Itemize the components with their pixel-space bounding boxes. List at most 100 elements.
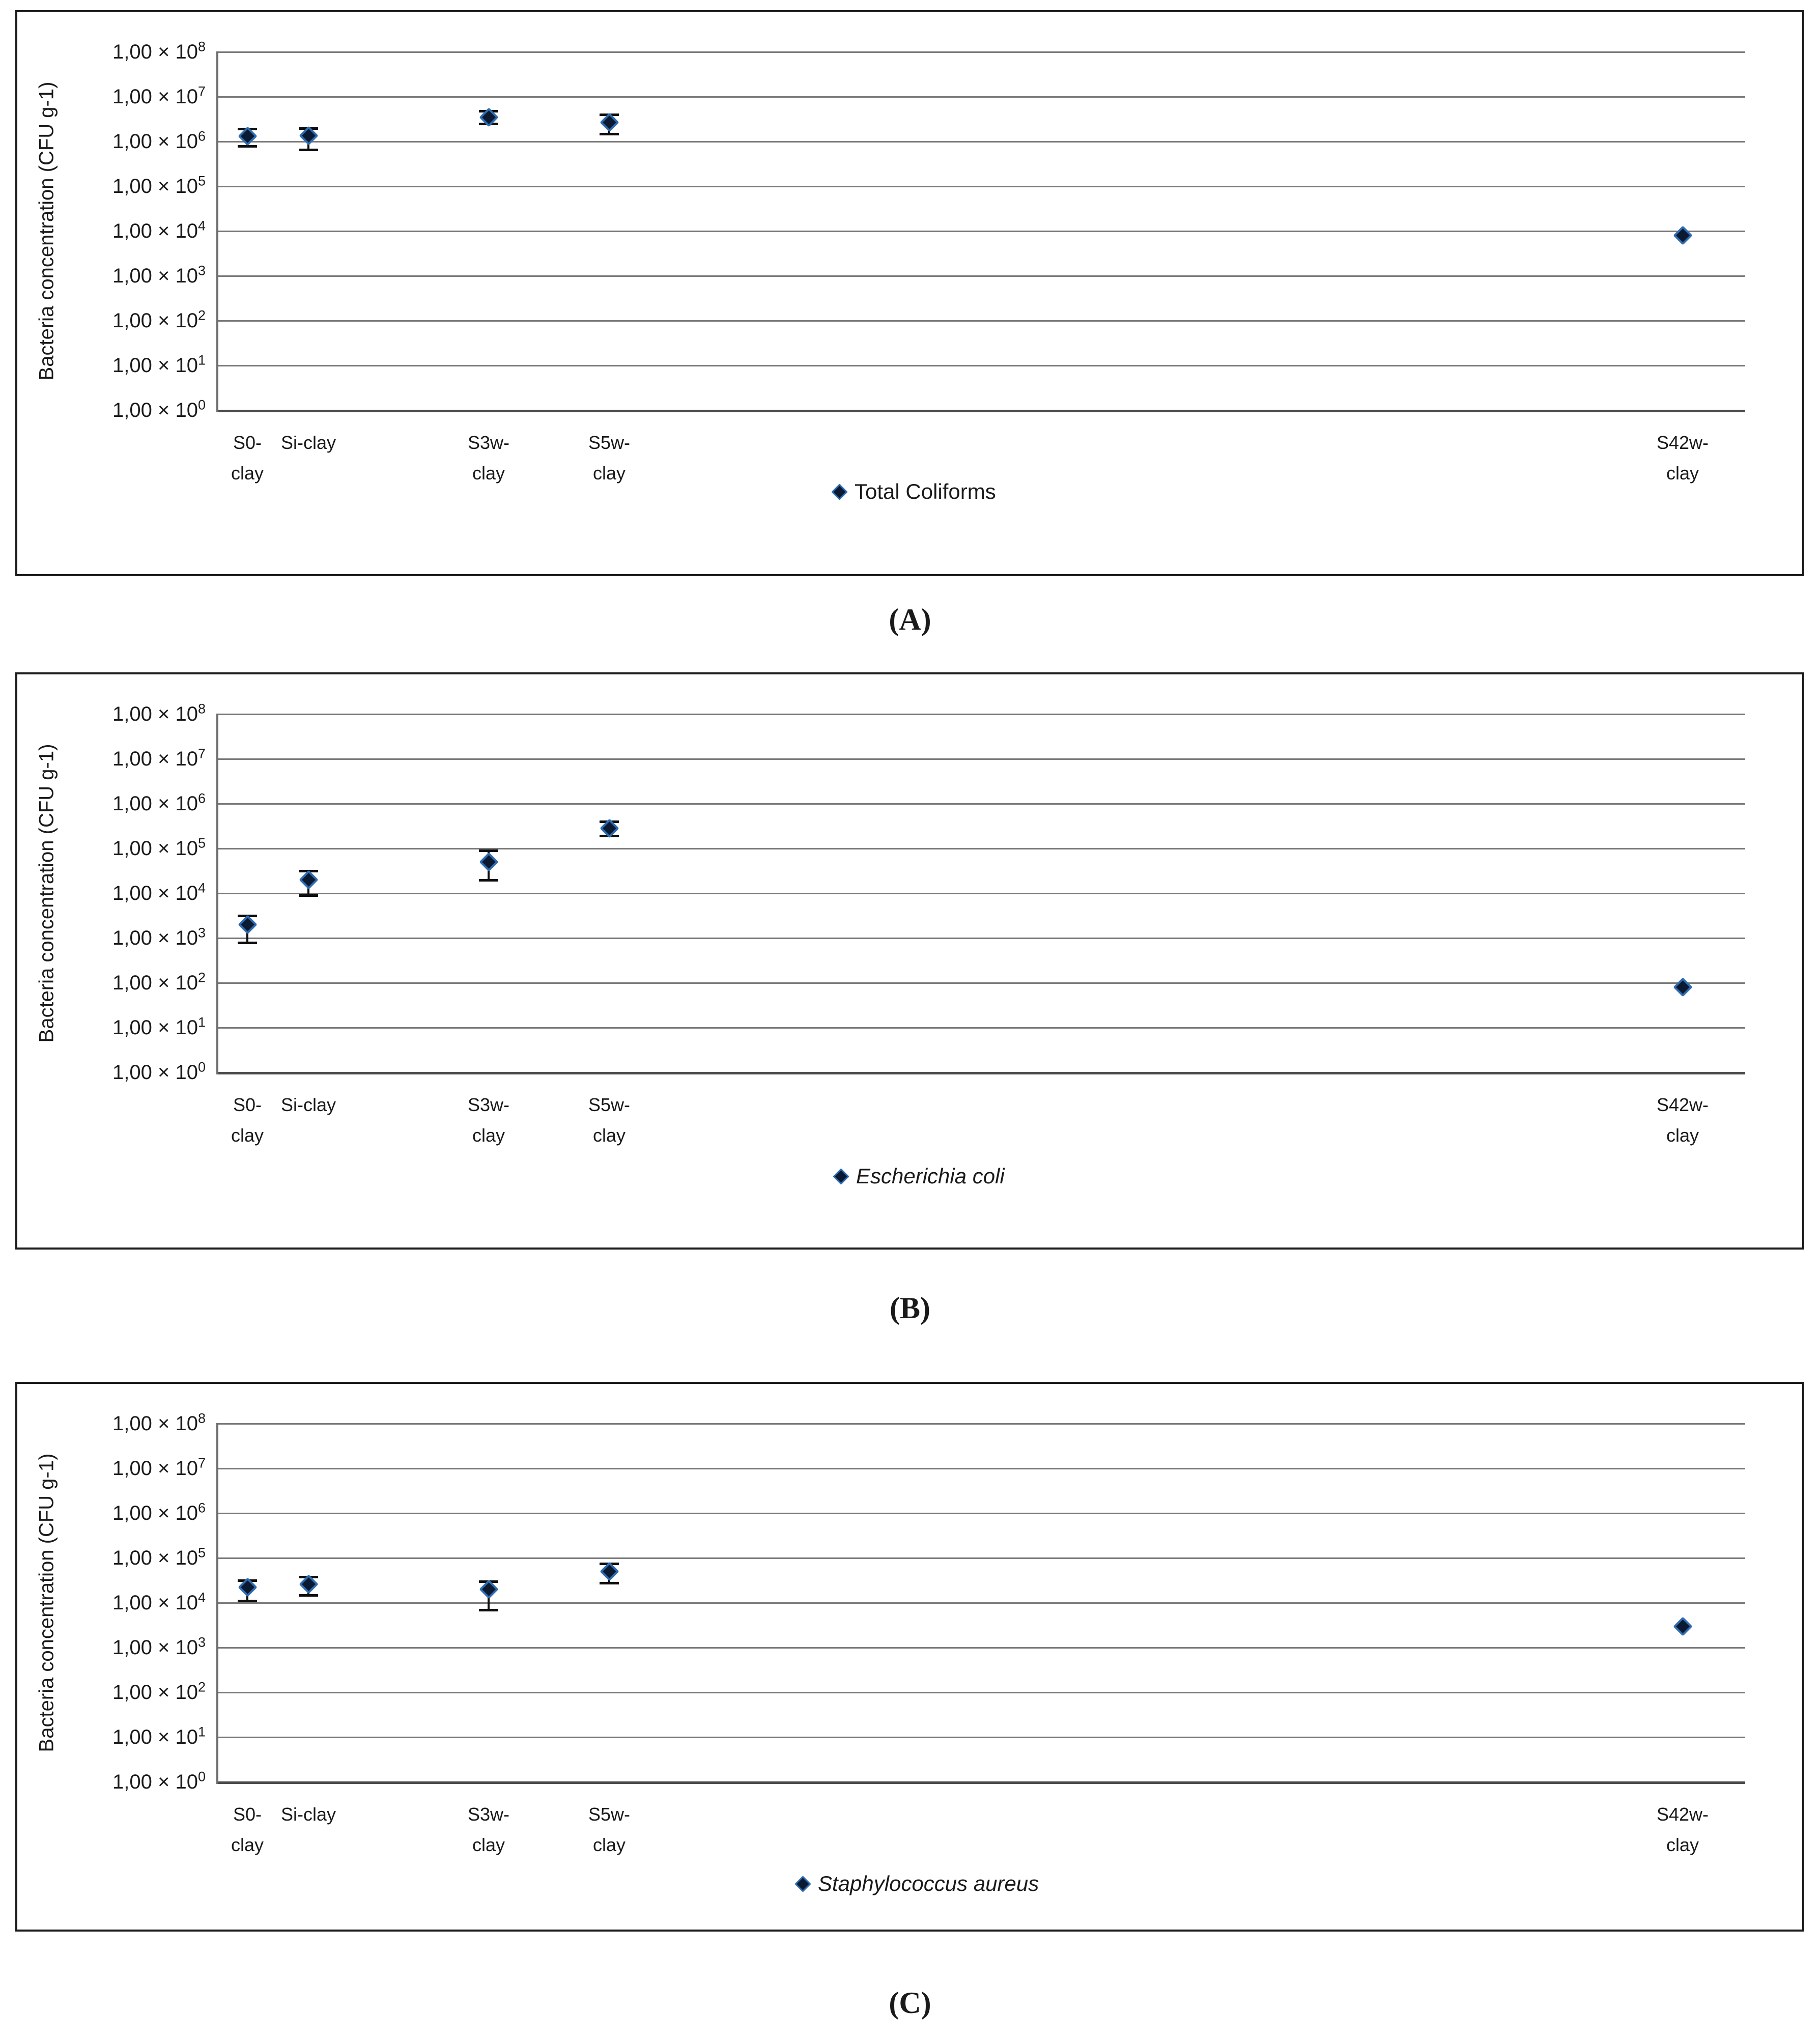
gridline-1e4 [218,1602,1745,1604]
plot-area [216,1423,1745,1784]
gridline-1e1 [218,1737,1745,1738]
y-tick-1e4: 1,00 × 104 [27,1591,206,1615]
gridline-1e7 [218,96,1745,98]
y-tick-exponent: 7 [197,1455,206,1471]
y-tick-mantissa: 1,00 × 10 [112,175,198,197]
y-tick-1e3: 1,00 × 103 [27,1635,206,1660]
error-bar-cap-bottom [600,1581,619,1584]
y-tick-exponent: 5 [197,1545,206,1561]
y-tick-mantissa: 1,00 × 10 [112,1726,198,1748]
x-tick-S3w-clay-line2: clay [472,463,505,484]
y-axis-line [216,1423,218,1784]
x-tick-S0-clay-line1: S0- [233,1094,262,1115]
y-tick-mantissa: 1,00 × 10 [112,1636,198,1659]
legend: Total Coliforms [831,479,996,504]
y-tick-mantissa: 1,00 × 10 [112,1681,198,1704]
y-tick-1e7: 1,00 × 107 [27,84,206,109]
y-tick-1e0: 1,00 × 100 [27,1060,206,1085]
y-tick-1e2: 1,00 × 102 [27,308,206,333]
gridline-1e4 [218,231,1745,232]
gridline-1e0 [218,1072,1745,1074]
gridline-1e1 [218,1027,1745,1029]
y-tick-1e8: 1,00 × 108 [27,1411,206,1436]
y-tick-exponent: 2 [197,307,206,323]
x-tick-S0-clay-line2: clay [231,463,264,484]
x-tick-S42w-clay-line1: S42w- [1656,432,1709,453]
y-tick-mantissa: 1,00 × 10 [112,882,198,904]
x-tick-S5w-clay-line2: clay [592,1125,626,1146]
error-bar-cap-bottom [238,145,257,148]
gridline-1e3 [218,1647,1745,1649]
chart-panel-B: Bacteria concentration (CFU g-1) 1,00 × 1… [15,672,1804,1250]
gridline-1e6 [218,141,1745,143]
y-tick-mantissa: 1,00 × 10 [112,1061,198,1084]
y-tick-exponent: 3 [197,263,206,278]
chart-panel-C: Bacteria concentration (CFU g-1) 1,00 × 1… [15,1382,1804,1932]
y-tick-exponent: 3 [197,1634,206,1650]
data-point-S42w-clay [1672,1616,1693,1636]
legend-diamond-icon [831,483,848,500]
x-tick-Si-clay-line1: Si-clay [280,432,336,453]
y-tick-mantissa: 1,00 × 10 [112,972,198,994]
y-tick-exponent: 6 [197,128,206,144]
gridline-1e7 [218,758,1745,760]
y-tick-1e2: 1,00 × 102 [27,1680,206,1705]
y-tick-1e0: 1,00 × 100 [27,398,206,422]
y-tick-1e6: 1,00 × 106 [27,1501,206,1525]
y-tick-1e6: 1,00 × 106 [27,129,206,154]
y-tick-mantissa: 1,00 × 10 [112,703,198,725]
y-tick-exponent: 6 [197,1500,206,1516]
y-tick-1e8: 1,00 × 108 [27,702,206,726]
error-bar-cap-top [479,849,498,853]
x-tick-S42w-clay-line1: S42w- [1656,1804,1709,1825]
y-tick-1e7: 1,00 × 107 [27,1456,206,1481]
error-bar-cap-bottom [299,149,318,152]
y-tick-exponent: 6 [197,790,206,806]
gridline-1e6 [218,803,1745,805]
y-tick-mantissa: 1,00 × 10 [112,265,198,287]
y-tick-1e5: 1,00 × 105 [27,836,206,861]
x-tick-S5w-clay-line1: S5w- [588,432,631,453]
y-tick-exponent: 3 [197,925,206,941]
x-tick-S5w-clay-line1: S5w- [588,1094,631,1115]
gridline-1e8 [218,1423,1745,1425]
y-tick-1e7: 1,00 × 107 [27,747,206,771]
x-tick-S5w-clay-line2: clay [592,463,626,484]
y-tick-exponent: 7 [197,746,206,761]
x-tick-S0-clay-line1: S0- [233,432,262,453]
y-tick-exponent: 4 [197,218,206,234]
x-tick-S3w-clay-line1: S3w- [467,432,510,453]
gridline-1e6 [218,1513,1745,1514]
gridline-1e3 [218,275,1745,277]
gridline-1e5 [218,1557,1745,1559]
y-tick-mantissa: 1,00 × 10 [112,1457,198,1480]
legend-label: Total Coliforms [855,479,996,503]
gridline-1e0 [218,410,1745,412]
y-tick-1e5: 1,00 × 105 [27,1546,206,1570]
x-tick-S3w-clay-line1: S3w- [467,1804,510,1825]
x-tick-S5w-clay-line2: clay [592,1834,626,1855]
y-tick-mantissa: 1,00 × 10 [112,309,198,332]
x-tick-S42w-clay-line2: clay [1666,1125,1699,1146]
data-point-Si-clay [298,870,319,890]
y-tick-mantissa: 1,00 × 10 [112,1771,198,1793]
x-tick-S0-clay-line2: clay [231,1125,264,1146]
x-tick-S42w-clay-line2: clay [1666,1834,1699,1855]
error-bar-cap-bottom [299,894,318,897]
y-tick-mantissa: 1,00 × 10 [112,748,198,770]
gridline-1e2 [218,1692,1745,1693]
y-tick-exponent: 1 [197,1014,206,1030]
y-tick-mantissa: 1,00 × 10 [112,837,198,860]
legend-diamond-icon [794,1875,811,1892]
y-tick-exponent: 8 [197,39,206,54]
panel-label-C: (C) [889,1986,931,2020]
y-tick-1e1: 1,00 × 101 [27,1015,206,1040]
x-tick-S42w-clay-line1: S42w- [1656,1094,1709,1115]
y-tick-mantissa: 1,00 × 10 [112,41,198,63]
y-tick-1e4: 1,00 × 104 [27,881,206,905]
y-tick-mantissa: 1,00 × 10 [112,1592,198,1614]
y-tick-exponent: 5 [197,173,206,189]
y-tick-exponent: 8 [197,1410,206,1426]
y-tick-mantissa: 1,00 × 10 [112,86,198,108]
y-tick-1e4: 1,00 × 104 [27,219,206,243]
